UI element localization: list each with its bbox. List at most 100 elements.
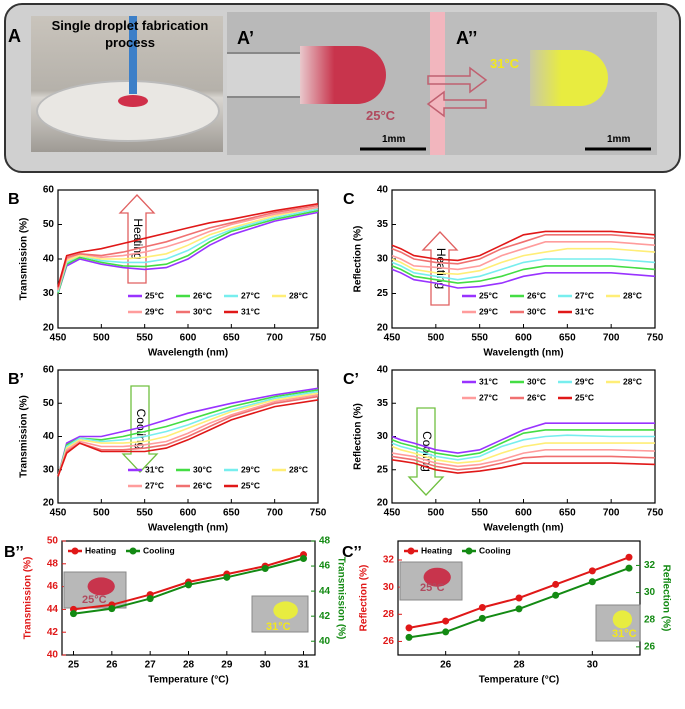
y-axis-title: Transmission (%) [23, 557, 34, 640]
legend-label: 31°C [145, 464, 164, 474]
annotation: 31°C [490, 56, 520, 71]
inset-label: 31°C [612, 628, 637, 640]
y-tick-label: 40 [377, 185, 389, 196]
point [625, 564, 633, 572]
annotation: 25°C [366, 108, 396, 123]
x-tick-label: 650 [559, 508, 576, 519]
panel-label: C’’ [342, 544, 362, 561]
x-axis-title: Wavelength (nm) [148, 523, 228, 534]
point [261, 565, 269, 573]
legend-label: 30°C [527, 306, 546, 316]
y-tick-label: 60 [43, 185, 55, 196]
x-tick-label: 600 [180, 333, 197, 344]
x-tick-label: 600 [515, 508, 532, 519]
x-tick-label: 31 [298, 660, 310, 671]
y-tick-label: 28 [383, 609, 395, 620]
y-axis-title: Reflection (%) [359, 565, 370, 632]
panel-label: C [343, 191, 355, 208]
y-tick-label: 20 [377, 498, 389, 509]
x-tick-label: 600 [180, 508, 197, 519]
y-tick-label: 20 [377, 323, 389, 334]
legend-label: Cooling [479, 545, 511, 555]
point [70, 610, 77, 618]
x-tick-label: 750 [647, 508, 664, 519]
series-line [391, 442, 655, 464]
legend-label: 28°C [289, 464, 308, 474]
inset-droplet [612, 610, 633, 629]
y-tick-label: 44 [47, 604, 59, 615]
legend-label: 25°C [241, 480, 260, 490]
point [625, 553, 633, 561]
point [478, 614, 486, 622]
y-tick-label: 42 [47, 627, 59, 638]
point [108, 605, 116, 613]
legend-label: 25°C [479, 290, 498, 300]
arrow [426, 90, 487, 118]
legend-label: 29°C [575, 376, 594, 386]
series-line [391, 434, 655, 461]
x-tick-label: 750 [310, 333, 327, 344]
y2-axis-title: Transmission (%) [335, 557, 346, 640]
point [300, 555, 307, 563]
legend-label: 26°C [527, 290, 546, 300]
panel-label: A’’ [456, 28, 478, 48]
y-tick-label: 40 [43, 254, 55, 265]
legend-label: 25°C [575, 392, 594, 402]
series-line [391, 234, 656, 265]
x-tick-label: 500 [427, 333, 444, 344]
y-tick-label: 50 [43, 219, 55, 230]
x-tick-label: 27 [145, 660, 157, 671]
y-axis-title: Transmission (%) [19, 218, 30, 301]
legend-marker [129, 547, 137, 555]
y2-tick-label: 30 [644, 587, 656, 598]
y-tick-label: 35 [377, 398, 389, 409]
y-tick-label: 40 [47, 650, 59, 661]
y-axis-title: Reflection (%) [353, 403, 364, 470]
panel-label: B’’ [4, 544, 24, 561]
point [442, 628, 450, 636]
legend-label: Heating [85, 545, 116, 555]
x-tick-label: 29 [221, 660, 233, 671]
series-line [57, 206, 319, 291]
x-tick-label: 28 [513, 660, 525, 671]
point [588, 578, 596, 586]
x-tick-label: 700 [266, 508, 283, 519]
point [185, 581, 192, 589]
series-line [391, 241, 656, 271]
x-tick-label: 650 [223, 508, 240, 519]
y2-tick-label: 44 [319, 586, 331, 597]
panel-label: B [8, 191, 20, 208]
x-axis-title: Wavelength (nm) [148, 348, 228, 359]
legend-label: 29°C [145, 306, 164, 316]
y2-tick-label: 46 [319, 561, 331, 572]
x-tick-label: 28 [183, 660, 195, 671]
x-tick-label: 450 [50, 333, 67, 344]
x-tick-label: 500 [93, 508, 110, 519]
x-tick-label: 450 [50, 508, 67, 519]
x-tick-label: 30 [587, 660, 599, 671]
series-line [391, 449, 656, 468]
legend-label: Heating [421, 545, 452, 555]
scale-label: 1mm [382, 134, 406, 145]
series-line [57, 387, 319, 477]
series-line [57, 209, 319, 294]
y2-tick-label: 26 [644, 641, 656, 652]
legend-label: 31°C [241, 306, 260, 316]
x-tick-label: 550 [136, 508, 153, 519]
legend-label: 26°C [193, 290, 212, 300]
legend-label: 29°C [479, 306, 498, 316]
y2-tick-label: 42 [319, 611, 331, 622]
droplet [118, 95, 148, 107]
arrow [427, 66, 488, 94]
y-tick-label: 20 [43, 323, 55, 334]
point [442, 617, 450, 625]
y-tick-label: 25 [377, 464, 389, 475]
x-tick-label: 700 [603, 508, 620, 519]
panel-label: A’ [237, 28, 255, 48]
y-tick-label: 30 [383, 582, 395, 593]
y2-tick-label: 32 [644, 560, 656, 571]
inset-label: 25°C [82, 594, 107, 606]
y2-tick-label: 48 [319, 536, 331, 547]
needle [129, 16, 137, 94]
yellow-droplet [530, 50, 608, 106]
